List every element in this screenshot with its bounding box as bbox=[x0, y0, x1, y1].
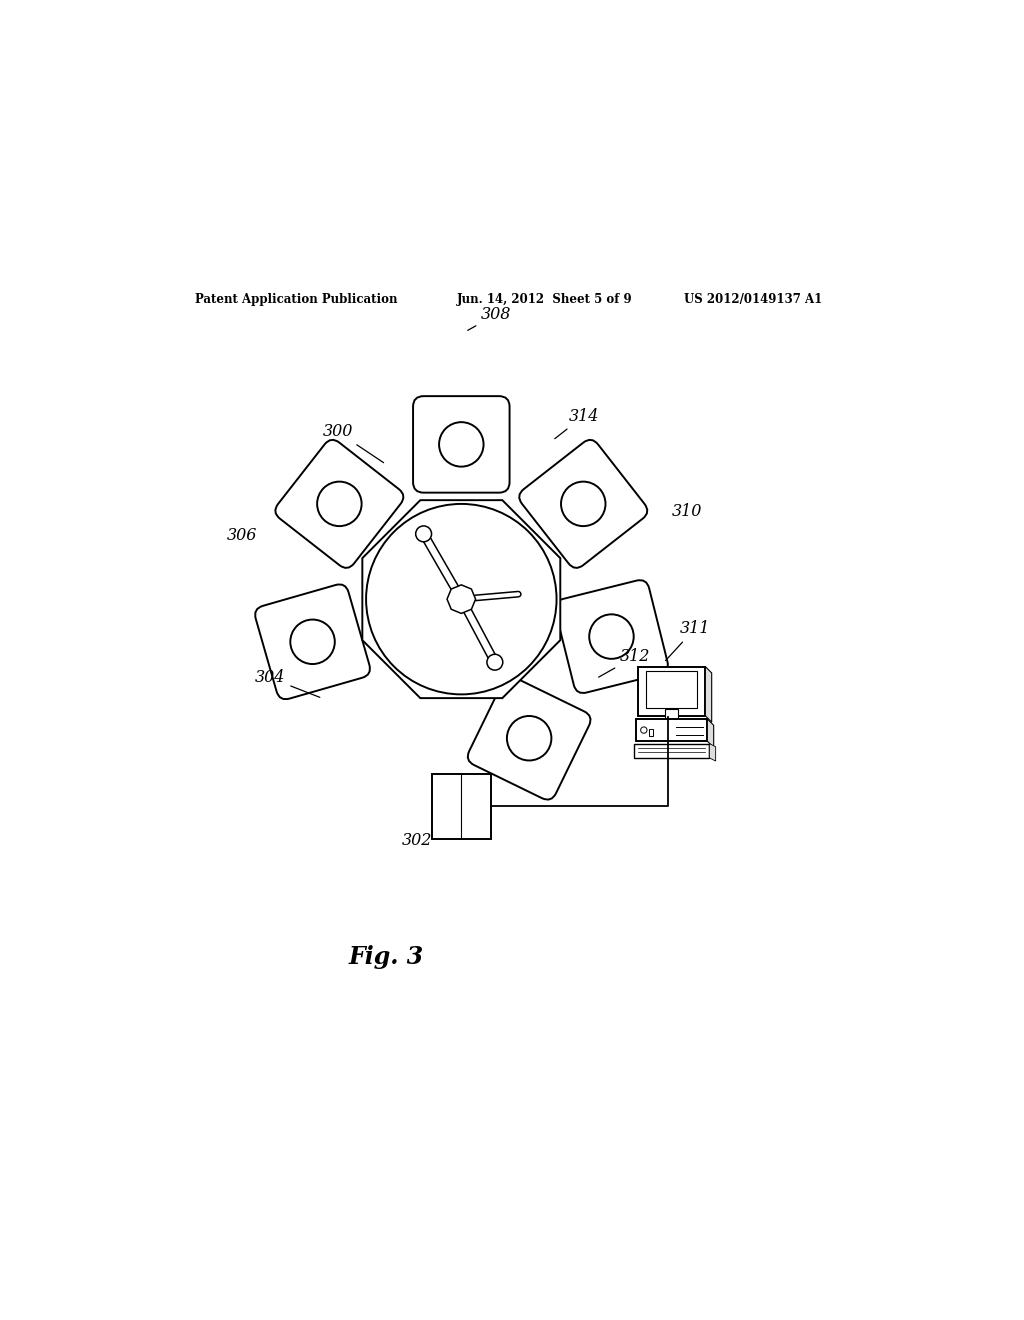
Text: 311: 311 bbox=[666, 620, 710, 660]
Circle shape bbox=[416, 525, 431, 541]
Polygon shape bbox=[362, 500, 560, 698]
Bar bbox=[666, 709, 678, 719]
Text: 306: 306 bbox=[227, 527, 258, 544]
Circle shape bbox=[641, 727, 647, 734]
Circle shape bbox=[486, 655, 503, 671]
FancyBboxPatch shape bbox=[468, 677, 591, 800]
Circle shape bbox=[367, 504, 557, 694]
Text: Fig. 3: Fig. 3 bbox=[348, 945, 424, 969]
FancyBboxPatch shape bbox=[413, 396, 510, 492]
Circle shape bbox=[439, 422, 483, 467]
Text: US 2012/0149137 A1: US 2012/0149137 A1 bbox=[684, 293, 822, 306]
FancyBboxPatch shape bbox=[255, 585, 370, 700]
Polygon shape bbox=[708, 719, 714, 747]
Bar bbox=[634, 743, 710, 758]
FancyBboxPatch shape bbox=[519, 440, 647, 568]
Circle shape bbox=[507, 715, 551, 760]
Polygon shape bbox=[710, 743, 716, 762]
Circle shape bbox=[317, 482, 361, 527]
Text: 300: 300 bbox=[323, 424, 384, 463]
Text: 312: 312 bbox=[599, 648, 650, 677]
Text: 308: 308 bbox=[468, 306, 512, 330]
Bar bbox=[638, 667, 706, 715]
Bar bbox=[646, 671, 697, 708]
Circle shape bbox=[561, 482, 605, 527]
FancyBboxPatch shape bbox=[275, 440, 403, 568]
Text: 314: 314 bbox=[555, 408, 599, 438]
Text: 310: 310 bbox=[672, 503, 702, 520]
Text: Jun. 14, 2012  Sheet 5 of 9: Jun. 14, 2012 Sheet 5 of 9 bbox=[458, 293, 633, 306]
Bar bbox=[636, 719, 708, 742]
Text: 304: 304 bbox=[255, 669, 319, 697]
Text: Patent Application Publication: Patent Application Publication bbox=[196, 293, 398, 306]
Text: 302: 302 bbox=[401, 832, 432, 849]
Polygon shape bbox=[447, 585, 475, 614]
Bar bbox=[431, 774, 492, 838]
Bar bbox=[649, 729, 652, 735]
FancyBboxPatch shape bbox=[555, 579, 668, 693]
Circle shape bbox=[589, 614, 634, 659]
Polygon shape bbox=[706, 667, 712, 722]
Circle shape bbox=[291, 619, 335, 664]
